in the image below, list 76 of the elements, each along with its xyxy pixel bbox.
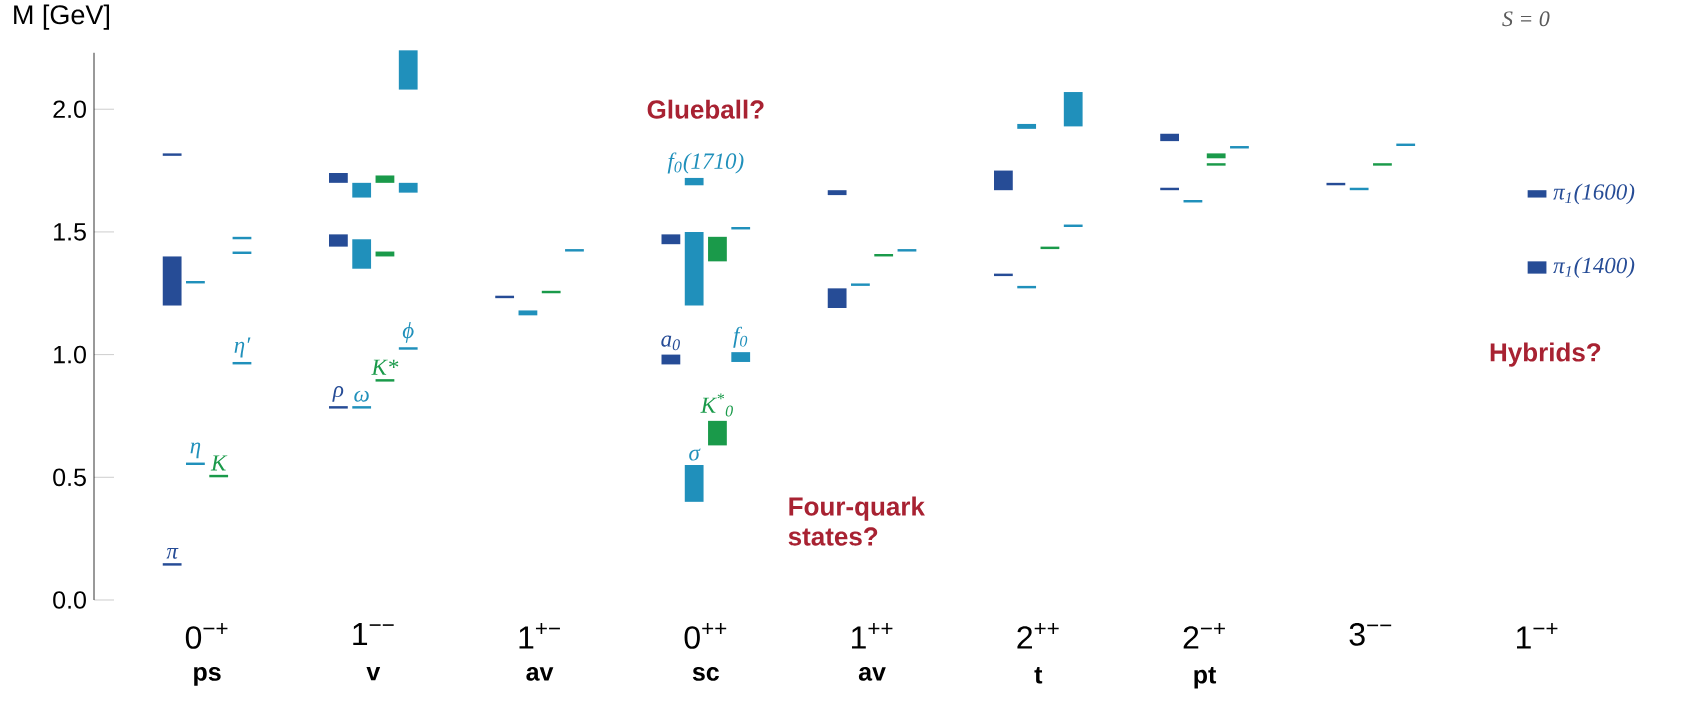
text: ps xyxy=(194,667,221,686)
x-tick-label: 3$^{−−}$ xyxy=(1349,623,1392,646)
text: sc xyxy=(692,667,719,681)
bar xyxy=(1017,123,1037,129)
bar xyxy=(565,249,584,252)
x-tick-label: 0$^{++}$ xyxy=(684,623,727,649)
bar xyxy=(731,352,751,362)
annotation: Four-quark states? xyxy=(788,496,925,546)
text: v xyxy=(366,667,381,681)
bar xyxy=(329,234,348,247)
bar xyxy=(661,354,681,365)
annotation: ϕ xyxy=(402,321,414,343)
annotation: η xyxy=(190,442,201,459)
text: pt xyxy=(1194,667,1217,689)
annotation: π$_{1}$(1600) xyxy=(1553,183,1635,205)
text: av xyxy=(858,667,886,681)
text: S = 0 xyxy=(1502,11,1550,27)
bar xyxy=(1373,163,1392,166)
bar xyxy=(684,231,704,306)
annotation: a$_{0}$ xyxy=(661,335,680,351)
x-tick-label: 2$^{−+}$ xyxy=(1183,623,1225,649)
bar xyxy=(162,256,182,306)
bar xyxy=(518,310,538,316)
annotation: σ xyxy=(689,448,701,461)
bar xyxy=(1206,163,1226,166)
bar xyxy=(684,465,704,502)
annotation: π xyxy=(166,548,179,559)
bar xyxy=(827,190,847,196)
bar xyxy=(827,288,847,308)
y-tick-label: 1.5 xyxy=(54,223,86,241)
bar xyxy=(708,420,727,446)
y-axis-title: M [GeV] xyxy=(14,4,110,30)
x-tick-label: 1$^{−−}$ xyxy=(353,623,394,646)
bar xyxy=(1206,153,1226,159)
bar xyxy=(661,234,681,245)
bar xyxy=(329,173,348,183)
x-tick-label: 1$^{−+}$ xyxy=(1517,623,1558,649)
bar xyxy=(684,177,704,186)
bar xyxy=(398,182,418,193)
bar xyxy=(897,249,917,252)
annotation: K* xyxy=(371,359,399,375)
text: t xyxy=(1034,667,1043,684)
bar xyxy=(162,153,182,156)
bar xyxy=(352,182,372,198)
annotation: η′ xyxy=(234,337,251,358)
annotation: Hybrids? xyxy=(1490,342,1601,367)
annotation: π$_{1}$(1400) xyxy=(1553,257,1635,278)
annotation: f$_{0}$(1710) xyxy=(667,152,744,174)
bar xyxy=(352,406,372,409)
annotation: ρ xyxy=(332,386,344,402)
annotation: K$^{*}$0 xyxy=(700,393,733,417)
x-tick-label: 2$^{++}$ xyxy=(1017,623,1059,649)
x-tick-label: 1$^{+−}$ xyxy=(519,623,560,649)
bar xyxy=(375,379,395,382)
bar xyxy=(994,170,1013,191)
annotation: f$_{0}$ xyxy=(733,326,748,348)
bar xyxy=(329,406,348,409)
annotation: ω xyxy=(354,390,369,402)
bar xyxy=(398,50,418,90)
x-tick-label: 1$^{++}$ xyxy=(852,623,893,649)
annotation: Glueball? xyxy=(647,99,764,119)
bar xyxy=(162,563,182,566)
bar xyxy=(398,347,418,350)
bar xyxy=(375,175,395,183)
bar xyxy=(851,283,870,286)
annotation: K xyxy=(210,455,228,471)
y-tick-label: 0.5 xyxy=(53,468,86,487)
y-tick-label: 1.0 xyxy=(54,345,86,364)
y-tick-label: 2.0 xyxy=(53,100,86,119)
x-tick-label: 0$^{−+}$ xyxy=(185,623,228,649)
bar xyxy=(1160,133,1180,142)
bar xyxy=(708,236,727,262)
y-tick-label: 0.0 xyxy=(53,591,86,609)
bar xyxy=(352,239,372,269)
text: av xyxy=(526,667,554,681)
bar xyxy=(1063,92,1083,127)
